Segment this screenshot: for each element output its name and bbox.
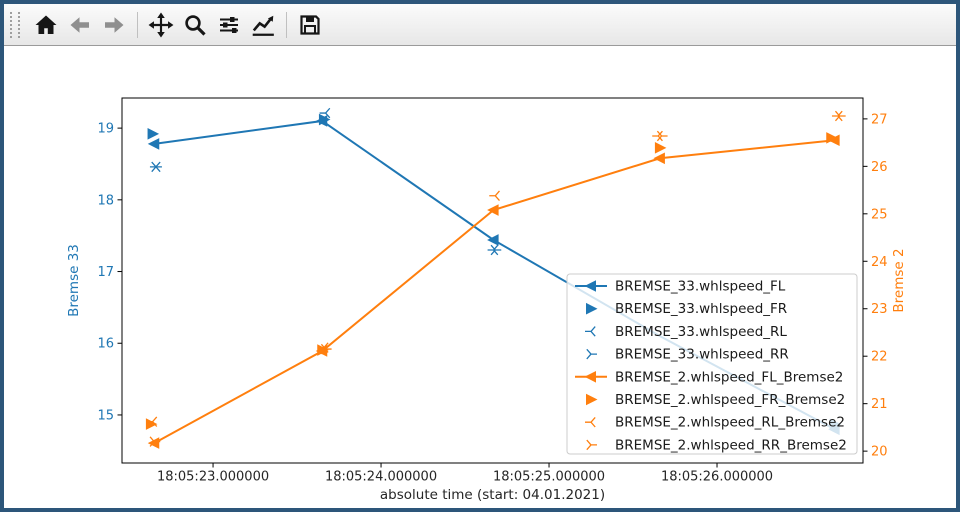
save-button[interactable] xyxy=(294,9,326,41)
figure-canvas[interactable]: 18:05:23.000000 18:05:24.000000 18:05:25.0… xyxy=(4,46,956,509)
svg-text:Bremse 2: Bremse 2 xyxy=(891,248,907,312)
figure-canvas-wrap: 18:05:23.000000 18:05:24.000000 18:05:25.0… xyxy=(4,46,956,509)
svg-text:19: 19 xyxy=(97,122,114,137)
series-BREMSE_33.whlspeed_RR xyxy=(151,161,502,256)
svg-text:23: 23 xyxy=(871,302,888,317)
toolbar-drag-handle[interactable] xyxy=(10,11,20,38)
svg-text:18: 18 xyxy=(97,193,114,208)
svg-text:BREMSE_33.whlspeed_RL: BREMSE_33.whlspeed_RL xyxy=(615,324,787,340)
pan-arrows-icon xyxy=(148,12,174,38)
svg-text:BREMSE_33.whlspeed_RR: BREMSE_33.whlspeed_RR xyxy=(615,347,789,363)
svg-text:BREMSE_2.whlspeed_FR_Bremse2: BREMSE_2.whlspeed_FR_Bremse2 xyxy=(615,392,845,408)
forward-arrow-icon xyxy=(102,13,126,37)
magnifier-icon xyxy=(183,13,207,37)
home-button[interactable] xyxy=(30,9,62,41)
svg-text:BREMSE_2.whlspeed_RR_Bremse2: BREMSE_2.whlspeed_RR_Bremse2 xyxy=(615,437,847,453)
curve-icon xyxy=(250,12,276,38)
series-BREMSE_2.whlspeed_RR_Bremse2 xyxy=(149,110,846,447)
legend: BREMSE_33.whlspeed_FL BREMSE_33.whlspeed_… xyxy=(566,273,858,455)
edit-parameters-button[interactable] xyxy=(247,9,279,41)
configure-subplots-button[interactable] xyxy=(213,9,245,41)
svg-text:18:05:23.000000: 18:05:23.000000 xyxy=(157,470,269,485)
y-axis-left: 15 16 17 18 19 Bremse 33 xyxy=(66,122,122,423)
svg-text:21: 21 xyxy=(871,397,888,412)
back-arrow-icon xyxy=(68,13,92,37)
svg-text:24: 24 xyxy=(871,255,888,270)
svg-text:absolute time (start: 04.01.20: absolute time (start: 04.01.2021) xyxy=(380,487,605,503)
forward-button[interactable] xyxy=(98,9,130,41)
floppy-disk-icon xyxy=(298,13,322,37)
svg-text:BREMSE_2.whlspeed_RL_Bremse2: BREMSE_2.whlspeed_RL_Bremse2 xyxy=(615,415,845,431)
svg-text:17: 17 xyxy=(97,265,114,280)
svg-text:20: 20 xyxy=(871,445,888,460)
back-button[interactable] xyxy=(64,9,96,41)
svg-text:18:05:25.000000: 18:05:25.000000 xyxy=(493,470,605,485)
x-axis: 18:05:23.000000 18:05:24.000000 18:05:25.0… xyxy=(157,463,773,503)
toolbar-separator xyxy=(286,11,287,38)
series-BREMSE_33.whlspeed_RL xyxy=(149,107,499,256)
pan-button[interactable] xyxy=(145,9,177,41)
svg-text:22: 22 xyxy=(871,350,888,365)
svg-text:BREMSE_33.whlspeed_FL: BREMSE_33.whlspeed_FL xyxy=(615,279,786,295)
toolbar-separator xyxy=(137,11,138,38)
svg-text:BREMSE_2.whlspeed_FL_Bremse2: BREMSE_2.whlspeed_FL_Bremse2 xyxy=(615,369,843,385)
svg-text:26: 26 xyxy=(871,160,888,175)
svg-text:BREMSE_33.whlspeed_FR: BREMSE_33.whlspeed_FR xyxy=(615,301,787,317)
matplotlib-toolbar xyxy=(4,4,956,46)
svg-text:18:05:24.000000: 18:05:24.000000 xyxy=(325,470,437,485)
svg-text:16: 16 xyxy=(97,337,114,352)
home-icon xyxy=(34,13,58,37)
svg-text:27: 27 xyxy=(871,112,888,127)
svg-text:15: 15 xyxy=(97,408,114,423)
zoom-button[interactable] xyxy=(179,9,211,41)
svg-text:25: 25 xyxy=(871,207,888,222)
y-axis-right: 20 21 22 23 24 25 26 27 Bremse 2 xyxy=(863,112,907,460)
svg-text:18:05:26.000000: 18:05:26.000000 xyxy=(661,470,773,485)
svg-text:Bremse 33: Bremse 33 xyxy=(66,244,82,317)
sliders-icon xyxy=(217,13,241,37)
